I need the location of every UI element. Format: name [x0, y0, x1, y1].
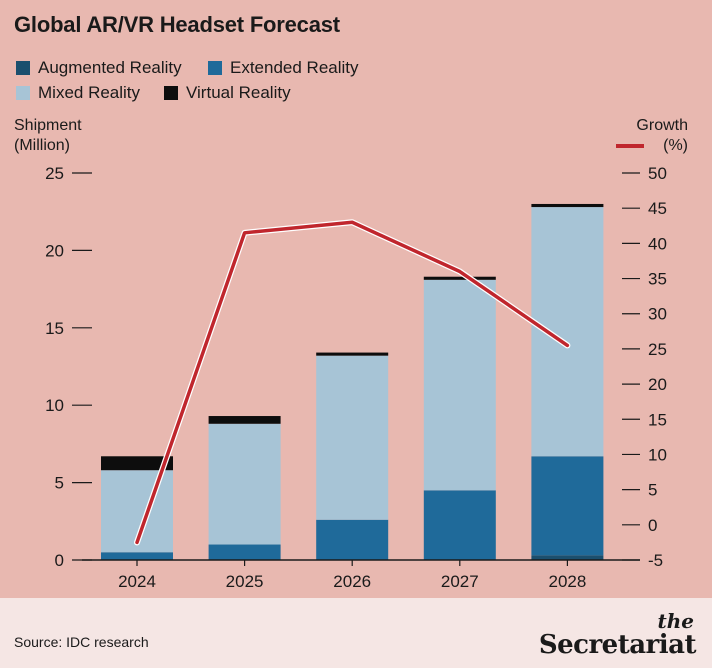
left-tick-label: 10 [45, 396, 64, 415]
x-tick-label: 2024 [118, 572, 156, 591]
left-tick-label: 0 [55, 551, 64, 570]
right-tick-label: 15 [648, 410, 667, 429]
right-tick-label: 5 [648, 481, 657, 500]
bar-segment-extended-reality [423, 490, 496, 560]
x-tick-label: 2027 [441, 572, 479, 591]
growth-line-group [134, 219, 571, 546]
legend-swatch [16, 86, 30, 100]
brand-the: the [657, 609, 694, 633]
legend-label: Virtual Reality [186, 83, 291, 102]
right-tick-label: 45 [648, 199, 667, 218]
bar-segment-mixed-reality [208, 423, 281, 545]
left-axis-title: Shipment (Million) [14, 117, 82, 154]
x-axis: 2024 2025 2026 2027 2028 [82, 559, 640, 591]
right-tick-label: 30 [648, 305, 667, 324]
legend-label: Extended Reality [230, 58, 359, 77]
left-tick-label: 25 [45, 164, 64, 183]
bar-segment-virtual-reality [423, 276, 496, 280]
right-tick-label: 20 [648, 375, 667, 394]
brand-name: Secretariat [538, 630, 697, 660]
right-tick-label: 40 [648, 234, 667, 253]
right-tick-label: 0 [648, 516, 657, 535]
legend-swatch [16, 61, 30, 75]
chart-title: Global AR/VR Headset Forecast [14, 12, 340, 37]
legend-item-extended: Extended Reality [208, 58, 359, 78]
bar-segment-virtual-reality [531, 203, 604, 208]
legend-label: Mixed Reality [38, 83, 141, 102]
x-tick-label: 2026 [333, 572, 371, 591]
legend-label: Augmented Reality [38, 58, 182, 77]
legend-swatch [208, 61, 222, 75]
right-tick-label: 25 [648, 340, 667, 359]
growth-line [135, 220, 570, 545]
bar-segment-extended-reality [316, 519, 389, 560]
left-axis: 0 5 10 15 20 25 [45, 164, 92, 570]
right-axis-title: Growth (%) [636, 117, 688, 154]
legend-item-virtual: Virtual Reality [164, 83, 291, 103]
x-tick-label: 2028 [548, 572, 586, 591]
legend-item-mixed: Mixed Reality [16, 83, 140, 103]
bar-segment-virtual-reality [316, 352, 389, 356]
bars-group [101, 203, 604, 560]
right-tick-label: 50 [648, 164, 667, 183]
left-tick-label: 15 [45, 319, 64, 338]
bar-segment-mixed-reality [423, 279, 496, 491]
brand-logo: the Secretariat [538, 609, 697, 660]
bar-segment-extended-reality [531, 456, 604, 556]
left-tick-label: 20 [45, 241, 64, 260]
right-axis: -5 0 5 10 15 20 25 30 35 40 45 50 [622, 164, 667, 570]
x-tick-label: 2025 [226, 572, 264, 591]
right-tick-label: 35 [648, 270, 667, 289]
right-tick-label: 10 [648, 445, 667, 464]
bar-segment-mixed-reality [316, 355, 389, 520]
bar-segment-extended-reality [208, 544, 281, 560]
bar-segment-augmented-reality [531, 555, 604, 560]
bar-segment-virtual-reality [101, 456, 173, 471]
right-tick-label: -5 [648, 551, 663, 570]
legend-swatch [164, 86, 178, 100]
legend-item-augmented: Augmented Reality [16, 58, 182, 78]
bar-segment-extended-reality [101, 552, 173, 560]
bar-segment-virtual-reality [208, 416, 281, 424]
source-note: Source: IDC research [14, 634, 149, 650]
left-tick-label: 5 [55, 474, 64, 493]
